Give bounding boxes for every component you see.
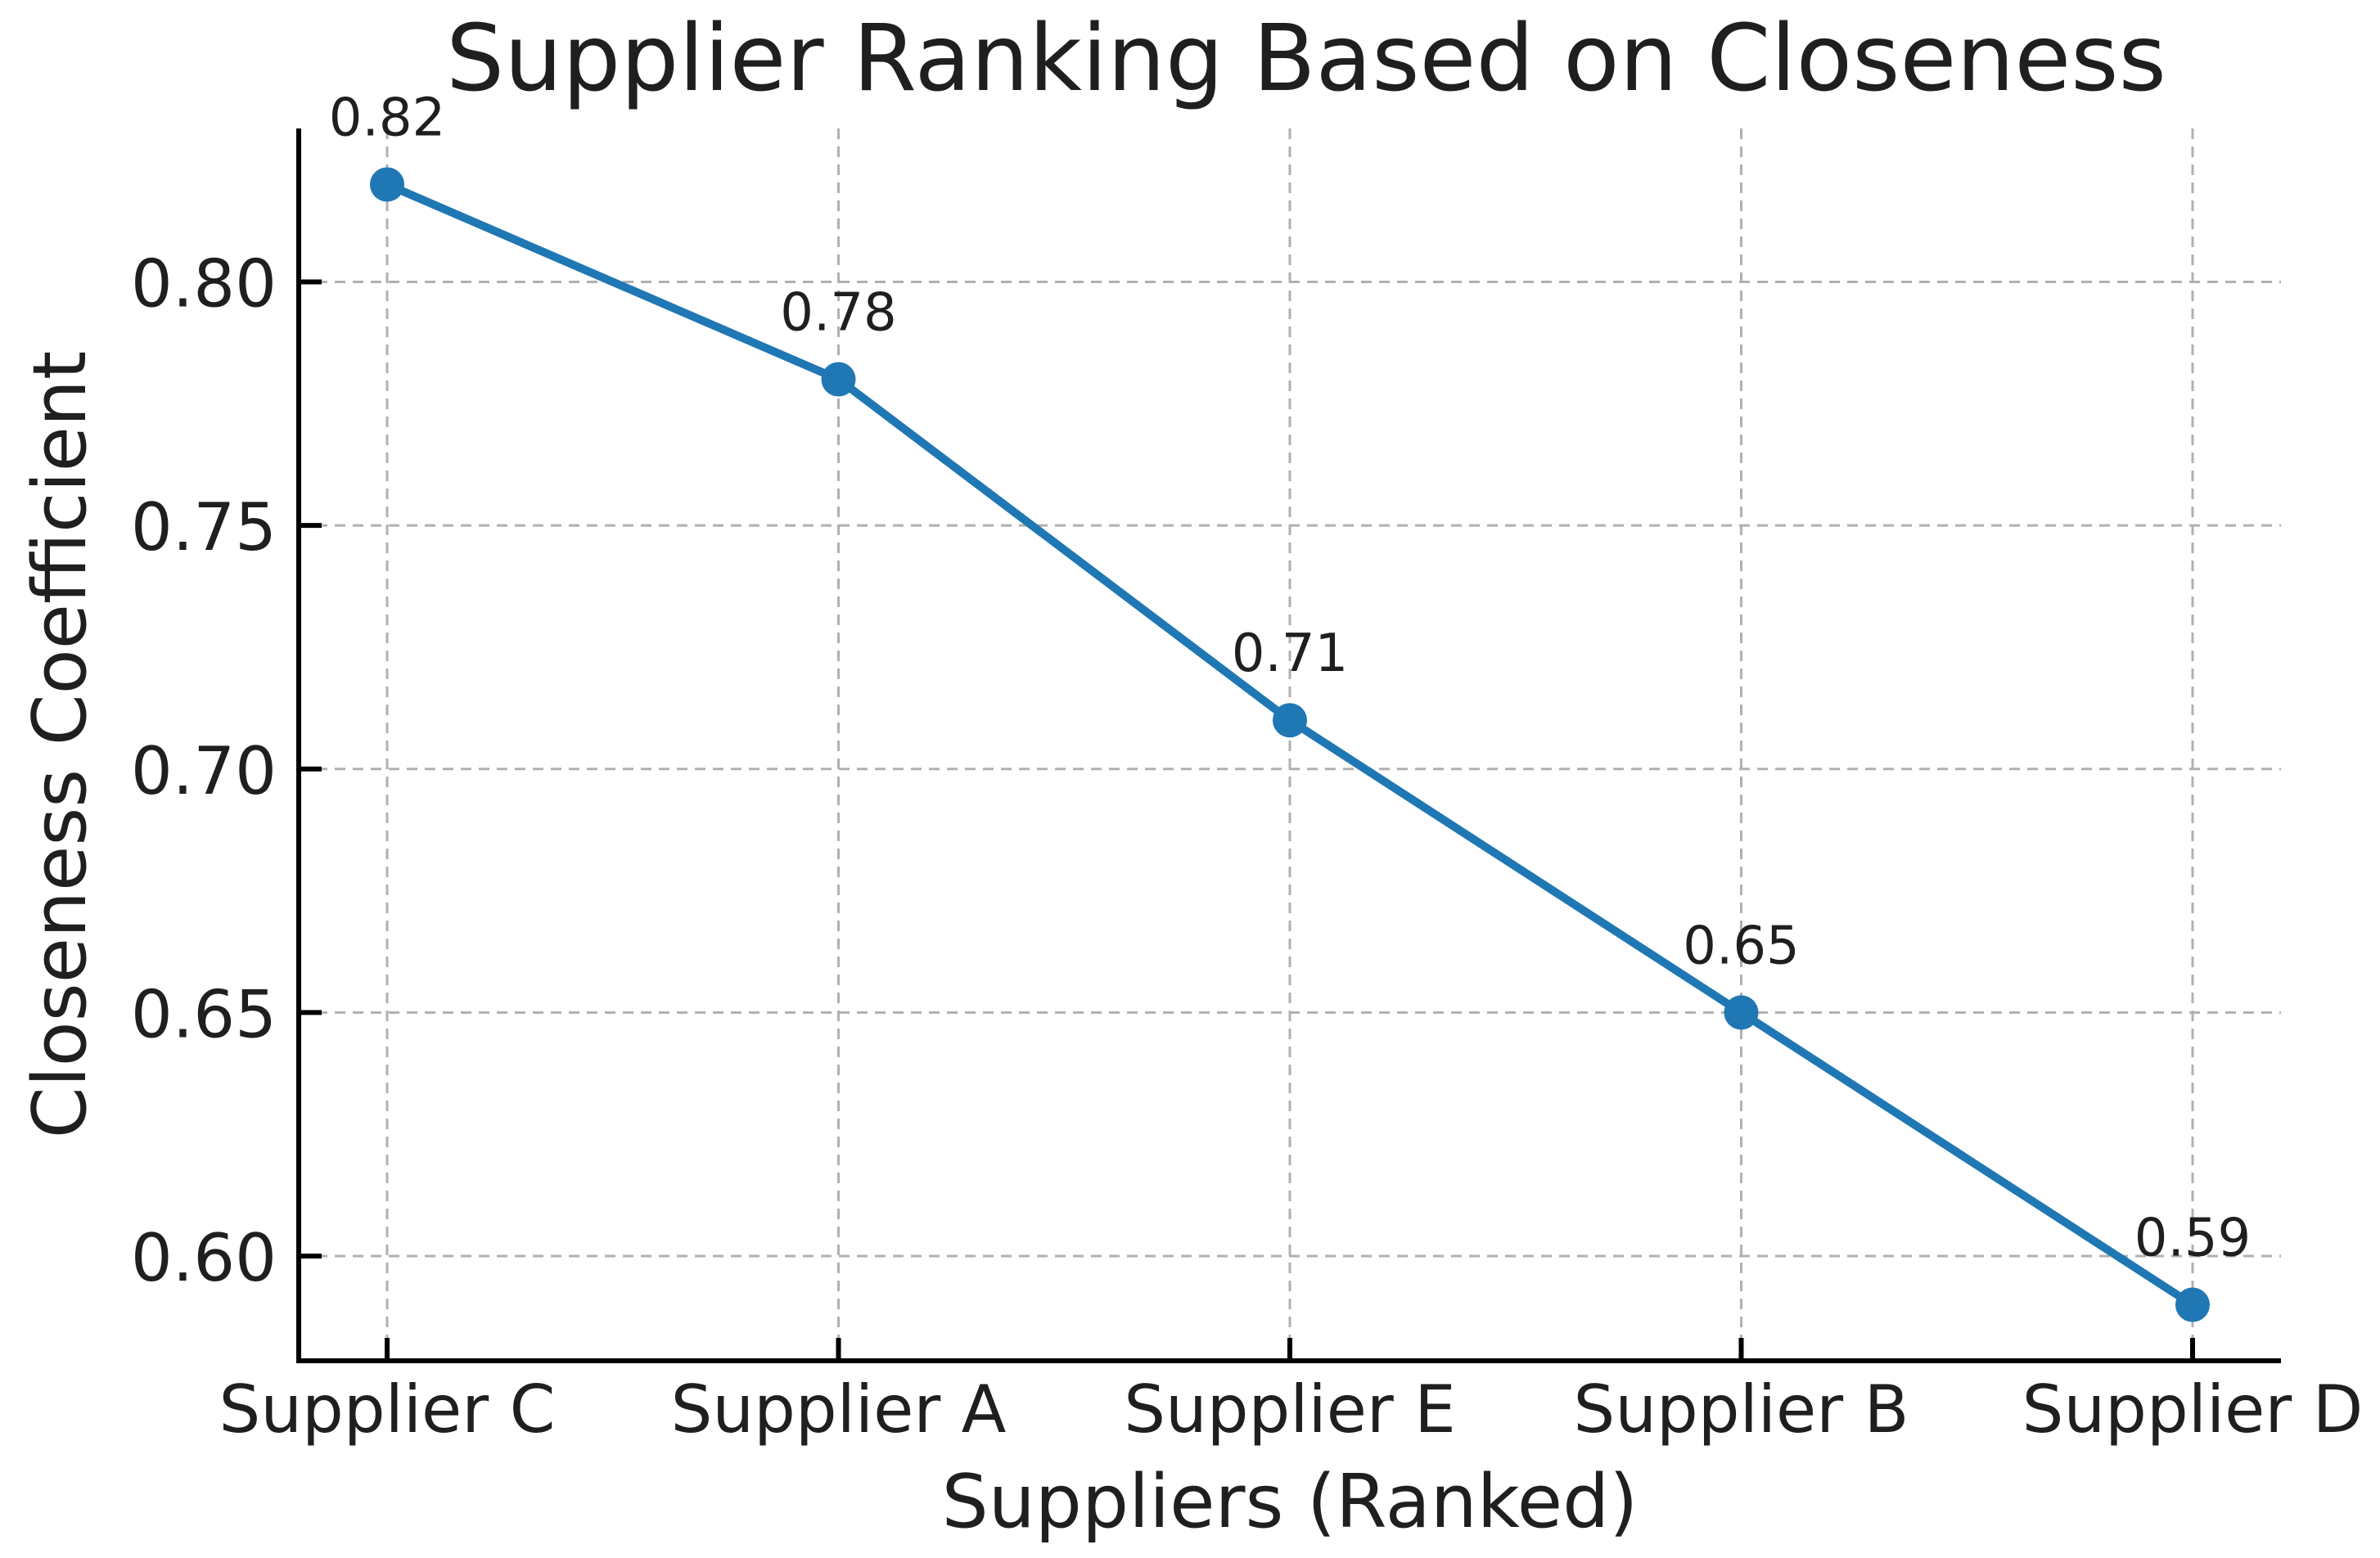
x-axis-label: Suppliers (Ranked) [942, 1459, 1639, 1545]
data-point-marker [1273, 703, 1307, 738]
x-tick-label: Supplier C [219, 1371, 556, 1448]
data-point-marker [370, 167, 404, 202]
data-point-marker [2175, 1287, 2210, 1322]
x-tick-label: Supplier D [2022, 1371, 2364, 1448]
data-point-marker [1724, 995, 1759, 1030]
y-tick-label: 0.75 [131, 489, 277, 565]
point-annotations: 0.82 0.78 0.71 0.65 0.59 [329, 88, 2252, 1268]
data-point-label: 0.71 [1232, 624, 1349, 684]
y-tick-label: 0.60 [131, 1220, 277, 1296]
data-point-label: 0.78 [780, 283, 897, 344]
y-tick-label: 0.65 [131, 976, 277, 1052]
data-point-label: 0.65 [1683, 916, 1800, 976]
data-point-label: 0.59 [2134, 1209, 2252, 1269]
y-tick-label: 0.80 [131, 246, 277, 322]
x-tick-label: Supplier E [1124, 1371, 1456, 1448]
tick-labels: Supplier C Supplier A Supplier E Supplier B… [131, 246, 2363, 1448]
gridlines [299, 128, 2281, 1361]
y-axis-label: Closeness Coefficient [17, 351, 103, 1138]
data-point-marker [821, 362, 856, 397]
axes [296, 128, 2281, 1363]
x-tick-label: Supplier A [671, 1371, 1007, 1448]
y-tick-label: 0.70 [131, 733, 277, 809]
data-point-label: 0.82 [329, 88, 446, 148]
chart-title: Supplier Ranking Based on Closeness [446, 6, 2166, 112]
series [370, 167, 2210, 1322]
x-tick-label: Supplier B [1574, 1371, 1909, 1448]
